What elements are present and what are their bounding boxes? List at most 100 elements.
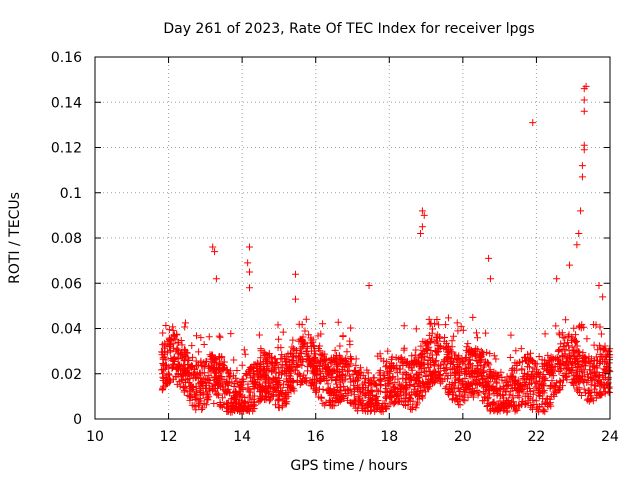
data-point	[400, 322, 408, 330]
y-tick-label: 0.04	[51, 322, 82, 338]
data-point	[212, 369, 220, 377]
data-point	[574, 362, 582, 370]
data-point	[597, 388, 605, 396]
data-point	[383, 362, 391, 370]
data-point	[538, 380, 546, 388]
data-point	[403, 371, 411, 379]
data-point	[500, 406, 508, 414]
data-point	[354, 407, 362, 415]
data-point	[443, 375, 451, 383]
data-point	[190, 390, 198, 398]
data-point	[472, 366, 480, 374]
chart-title: Day 261 of 2023, Rate Of TEC Index for r…	[163, 21, 534, 37]
data-point	[277, 344, 285, 352]
data-point	[189, 353, 197, 361]
data-point	[327, 359, 335, 367]
data-point	[198, 405, 206, 413]
data-point	[174, 349, 182, 357]
data-point	[506, 372, 514, 380]
data-point	[391, 364, 399, 372]
data-point	[172, 373, 180, 381]
data-point	[380, 357, 388, 365]
data-point	[336, 342, 344, 350]
x-tick-label: 20	[454, 429, 472, 445]
data-point	[159, 370, 167, 378]
data-points	[158, 82, 614, 416]
data-point	[444, 389, 452, 397]
data-point	[512, 347, 520, 355]
data-point	[389, 373, 397, 381]
y-axis-label: ROTI / TECUs	[7, 192, 23, 284]
data-point	[385, 373, 393, 381]
data-point	[162, 321, 170, 329]
data-point	[298, 361, 306, 369]
data-point	[483, 348, 491, 356]
data-point	[234, 406, 242, 414]
data-point-outlier	[580, 141, 588, 149]
data-point	[332, 377, 340, 385]
data-point	[268, 391, 276, 399]
data-point	[530, 364, 538, 372]
data-point	[274, 397, 282, 405]
data-point	[295, 320, 303, 328]
data-point	[215, 353, 223, 361]
data-point	[333, 388, 341, 396]
data-point	[591, 369, 599, 377]
data-point	[482, 329, 490, 337]
data-point-outlier	[291, 270, 299, 278]
data-point	[180, 361, 188, 369]
data-point	[403, 382, 411, 390]
data-point	[159, 384, 167, 392]
data-point	[592, 321, 600, 329]
data-point	[346, 398, 354, 406]
data-point	[522, 354, 530, 362]
data-point	[338, 357, 346, 365]
data-point	[395, 380, 403, 388]
data-point	[381, 375, 389, 383]
data-point	[555, 361, 563, 369]
data-point	[367, 406, 375, 414]
x-tick-label: 14	[233, 429, 251, 445]
data-point	[189, 370, 197, 378]
data-point	[348, 355, 356, 363]
data-point	[173, 380, 181, 388]
data-point	[504, 382, 512, 390]
data-point	[456, 392, 464, 400]
data-point	[507, 331, 515, 339]
data-point-outlier	[529, 119, 537, 127]
data-point	[526, 374, 534, 382]
data-point	[163, 380, 171, 388]
data-point-outlier	[578, 162, 586, 170]
data-point	[546, 400, 554, 408]
data-point	[422, 339, 430, 347]
x-tick-label: 22	[528, 429, 546, 445]
data-point	[394, 388, 402, 396]
data-point	[304, 363, 312, 371]
data-point	[324, 380, 332, 388]
data-point	[249, 382, 257, 390]
data-point	[400, 344, 408, 352]
data-point	[484, 359, 492, 367]
data-point	[184, 391, 192, 399]
data-point	[351, 377, 359, 385]
data-point	[551, 363, 559, 371]
data-point	[562, 316, 570, 324]
data-point	[384, 403, 392, 411]
data-point	[441, 357, 449, 365]
data-point	[303, 355, 311, 363]
data-point	[255, 373, 263, 381]
data-point	[568, 333, 576, 341]
data-point-outlier	[420, 211, 428, 219]
data-point	[275, 396, 283, 404]
data-point	[159, 365, 167, 373]
data-point	[373, 401, 381, 409]
data-point	[587, 381, 595, 389]
data-point	[436, 333, 444, 341]
data-point	[434, 367, 442, 375]
data-point	[225, 407, 233, 415]
data-point	[186, 363, 194, 371]
data-point	[446, 366, 454, 374]
data-point	[202, 358, 210, 366]
data-point	[509, 394, 517, 402]
data-point	[273, 359, 281, 367]
